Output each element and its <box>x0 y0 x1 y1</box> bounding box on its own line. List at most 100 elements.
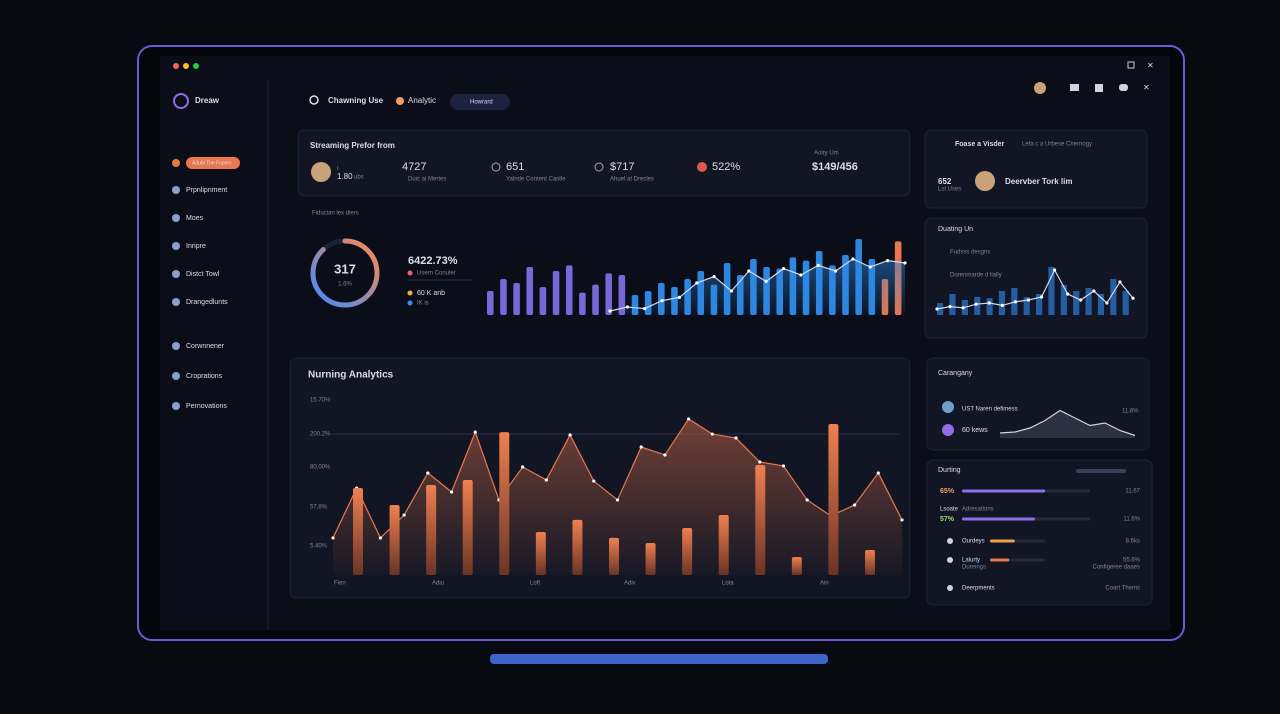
stat-label: Duic ai Mertes <box>408 177 446 183</box>
line-point <box>592 479 596 483</box>
legend-dot <box>407 270 413 276</box>
nav-item[interactable]: Croprations <box>186 373 223 380</box>
row-label: Ourdeys <box>962 539 985 545</box>
line-point <box>1039 295 1044 299</box>
row-right: 11.67 <box>1125 489 1140 495</box>
close[interactable]: ✕ <box>1147 61 1154 70</box>
duating-bar <box>974 297 981 315</box>
stand <box>490 654 828 664</box>
line-point <box>1000 303 1004 307</box>
legend-dot <box>407 290 413 296</box>
icon <box>491 162 501 172</box>
main-bar <box>791 557 802 575</box>
nav-item[interactable]: Moes <box>186 215 204 222</box>
nav-item[interactable]: Corwnnener <box>186 343 225 350</box>
line-point <box>961 306 965 310</box>
duating-bar <box>998 291 1006 315</box>
line <box>999 409 1136 437</box>
line-point <box>639 445 643 449</box>
profile-note: Lefa c a Urbese Chernogy <box>1022 142 1092 148</box>
brand: Dreaw <box>195 96 220 105</box>
activity-bar <box>513 283 520 315</box>
main-bar <box>499 432 510 575</box>
dot <box>183 63 189 69</box>
duating-title: Duating Un <box>938 226 973 233</box>
progress <box>990 539 1015 543</box>
duating-bar <box>986 298 993 315</box>
line-point <box>660 299 664 303</box>
nav-item[interactable]: Pernovations <box>186 403 227 410</box>
tab[interactable]: Analytic <box>408 96 436 105</box>
nav-icon <box>172 242 180 250</box>
main-bar <box>462 479 473 575</box>
icon <box>594 162 604 172</box>
button[interactable]: Howrard <box>470 100 493 106</box>
nav-item[interactable]: Inripre <box>186 243 206 250</box>
line-point <box>816 263 820 267</box>
search[interactable]: Chawning Use <box>328 96 384 105</box>
main-bar <box>755 465 766 575</box>
nav-item[interactable]: Adubl The Fnpers <box>192 160 232 166</box>
duating-bar <box>1048 267 1055 315</box>
brand-logo <box>173 93 189 109</box>
nav-icon <box>172 342 180 350</box>
legend: 60 K anb <box>417 290 445 297</box>
x-label: Ain <box>820 581 829 587</box>
line-point <box>851 257 855 261</box>
line-point <box>868 265 872 269</box>
line-point <box>712 275 716 279</box>
right-value: $149/456 <box>812 161 858 173</box>
row-right: Coart Thems <box>1105 586 1140 592</box>
main-bar <box>682 528 693 575</box>
x-label: Adiv <box>624 581 636 587</box>
maximize[interactable] <box>1127 61 1135 69</box>
line-point <box>886 259 890 263</box>
right-label: Aolry Um <box>814 151 839 157</box>
duating-bar <box>1023 297 1030 315</box>
line-point <box>948 305 952 309</box>
line-point <box>781 267 786 271</box>
line-point <box>758 460 762 464</box>
x-label: Lota <box>722 581 734 587</box>
line-point <box>331 536 335 540</box>
avatar <box>975 171 995 191</box>
y-label: 80,00% <box>310 465 331 471</box>
legend: Usern Conuler <box>417 271 456 277</box>
nav-icon <box>172 372 180 380</box>
nav-item[interactable]: Prpnlipnment <box>186 187 227 194</box>
button-bg[interactable] <box>450 94 510 110</box>
row-icon <box>947 557 953 563</box>
line <box>936 268 1134 310</box>
duating-bar <box>1110 279 1117 315</box>
main-bar <box>645 542 656 575</box>
line-point <box>695 281 699 285</box>
main-bar <box>828 423 839 575</box>
line-point <box>615 498 620 502</box>
line-point <box>643 307 647 311</box>
area <box>610 259 905 315</box>
avatar <box>942 424 954 436</box>
duating-bar <box>1036 294 1043 315</box>
row-title: Lsoate <box>940 507 959 513</box>
donut-sub: 1.6% <box>338 282 352 288</box>
duating-bar <box>949 294 956 315</box>
nav-item[interactable]: Drangedlunts <box>186 299 228 306</box>
line-point <box>900 518 904 522</box>
line-point <box>852 503 857 507</box>
main-title: Nurning Analytics <box>308 370 394 381</box>
icon <box>697 162 707 172</box>
row-icon <box>947 538 953 544</box>
nav-item[interactable]: Distct Towl <box>186 271 220 278</box>
line-point <box>799 273 803 277</box>
nav-icon <box>172 186 180 194</box>
profile-value-label: Lst Uses <box>938 187 961 193</box>
row-label: Lalurty <box>962 558 980 564</box>
duating-bar <box>1085 288 1092 315</box>
progress <box>962 517 1035 521</box>
activity-bar <box>500 279 507 315</box>
toolbar-icons: ✕ <box>1034 82 1150 94</box>
line-point <box>1092 289 1096 293</box>
carangany-row: 60 kews <box>962 427 988 434</box>
user-top: I <box>337 167 339 173</box>
